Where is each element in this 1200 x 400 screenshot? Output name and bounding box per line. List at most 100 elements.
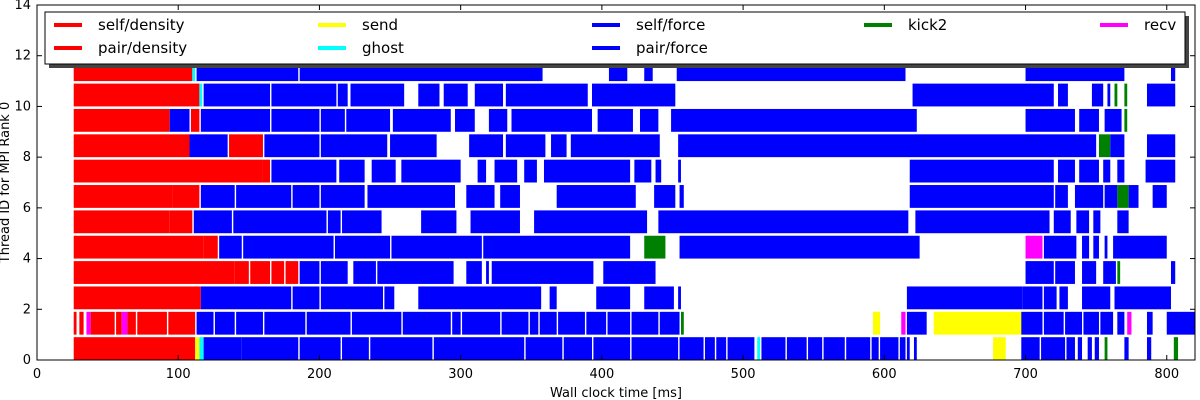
task-bar-pair-force [377, 261, 454, 284]
task-bar-self-density [73, 159, 263, 183]
task-bar-pair-force [912, 83, 1054, 107]
task-bar-pair-force [549, 286, 557, 310]
task-bar-self-force [671, 108, 917, 132]
task-bar-self-density [73, 108, 170, 132]
task-bar-pair-force [1053, 210, 1071, 234]
task-bar-self-force [1117, 210, 1129, 234]
task-bar-kick2 [1117, 185, 1129, 208]
y-tick-label: 12 [14, 49, 31, 64]
task-bar-self-force [678, 286, 681, 310]
task-bar-pair-force [384, 286, 395, 310]
task-bar-pair-force [679, 185, 684, 208]
legend-label-pair-force: pair/force [636, 39, 708, 57]
task-bar-pair-force [511, 108, 592, 132]
task-bar-pair-force [264, 311, 306, 335]
task-bar-pair-force [320, 185, 365, 208]
task-bar-self-force [1074, 185, 1104, 208]
legend-label-self-density: self/density [98, 16, 185, 34]
task-bar-self-force [906, 337, 910, 360]
task-bar-self-force [292, 185, 320, 208]
task-bar-self-force [264, 134, 320, 158]
task-bar-pair-force [271, 83, 337, 107]
task-bar-self-force [593, 337, 631, 360]
task-bar-pair-force [913, 337, 917, 360]
task-bar-ghost [757, 337, 761, 360]
legend-label-recv: recv [1144, 16, 1176, 34]
task-bar-self-force [418, 83, 440, 107]
task-bar-self-force [597, 108, 633, 132]
task-bar-self-force [219, 235, 242, 259]
task-bar-pair-density [262, 159, 271, 183]
task-bar-self-force [1079, 159, 1099, 183]
plot-frame [36, 4, 1196, 361]
task-bar-self-force [1076, 210, 1090, 234]
task-bar-ghost [192, 58, 196, 82]
y-tick-label: 4 [23, 252, 31, 267]
task-bar-self-density [73, 286, 201, 310]
task-bar-self-force [200, 108, 271, 132]
task-bar-self-force [1100, 311, 1114, 335]
task-bar-self-force [761, 337, 786, 360]
task-bar-pair-force [1041, 337, 1066, 360]
task-bar-pair-force [342, 337, 369, 360]
task-bar-kick2 [1173, 337, 1179, 360]
task-bar-self-force [1021, 337, 1040, 360]
task-bar-pair-force [1077, 337, 1083, 360]
task-bar-self-force [1146, 337, 1152, 360]
task-bar-recv [121, 311, 128, 335]
task-bar-ghost [199, 83, 203, 107]
task-bar-pair-force [1114, 286, 1171, 310]
task-bar-pair-force [346, 108, 391, 132]
task-bar-kick2 [644, 235, 666, 259]
task-bar-pair-force [391, 235, 482, 259]
task-bar-pair-force [543, 159, 631, 183]
task-bar-self-force [1128, 185, 1139, 208]
task-bar-self-force [271, 159, 337, 183]
task-bar-pair-force [631, 337, 679, 360]
task-bar-pair-force [644, 286, 674, 310]
task-bar-pair-force [241, 337, 299, 360]
task-bar-self-force [1058, 83, 1068, 107]
task-bar-self-force [1082, 286, 1111, 310]
task-bar-pair-force [1124, 337, 1129, 360]
task-bar-self-force [418, 286, 542, 310]
task-bar-self-force [477, 159, 487, 183]
x-tick-label: 400 [589, 367, 614, 382]
task-bar-kick2 [1124, 108, 1128, 132]
task-bar-self-force [371, 159, 396, 183]
task-bar-self-force [466, 261, 482, 284]
task-bar-self-force [1043, 235, 1077, 259]
task-bar-self-force [193, 210, 232, 234]
task-bar-self-force [1021, 311, 1043, 335]
task-bar-self-force [529, 311, 539, 335]
task-bar-self-force [196, 311, 214, 335]
task-bar-pair-force [1104, 185, 1118, 208]
task-bar-pair-force [539, 311, 557, 335]
task-bar-self-force [1082, 261, 1097, 284]
task-bar-pair-force [1146, 134, 1176, 158]
task-bar-self-force [558, 311, 585, 335]
task-bar-self-force [505, 134, 546, 158]
task-bar-self-density [73, 185, 173, 208]
task-bar-pair-density [168, 311, 196, 335]
task-bar-pair-force [871, 337, 879, 360]
task-bar-pair-density [169, 210, 193, 234]
task-bar-self-force [716, 337, 727, 360]
task-bar-pair-force [271, 108, 320, 132]
y-tick-label: 2 [23, 302, 31, 317]
task-bar-pair-density [229, 134, 263, 158]
task-bar-pair-density [172, 185, 200, 208]
legend-label-self-force: self/force [636, 16, 705, 34]
task-bar-pair-force [466, 185, 495, 208]
task-bar-self-force [491, 261, 594, 284]
task-bar-pair-force [640, 108, 659, 132]
legend-label-ghost: ghost [362, 39, 404, 57]
task-bar-self-force [678, 159, 681, 183]
task-bar-self-force [534, 210, 648, 234]
x-tick-label: 800 [1154, 367, 1179, 382]
task-bar-self-force [1079, 108, 1099, 132]
task-bar-pair-force [1043, 311, 1064, 335]
task-bar-self-force [906, 286, 1023, 310]
task-bar-self-force [299, 337, 341, 360]
task-bar-self-density [73, 83, 200, 107]
